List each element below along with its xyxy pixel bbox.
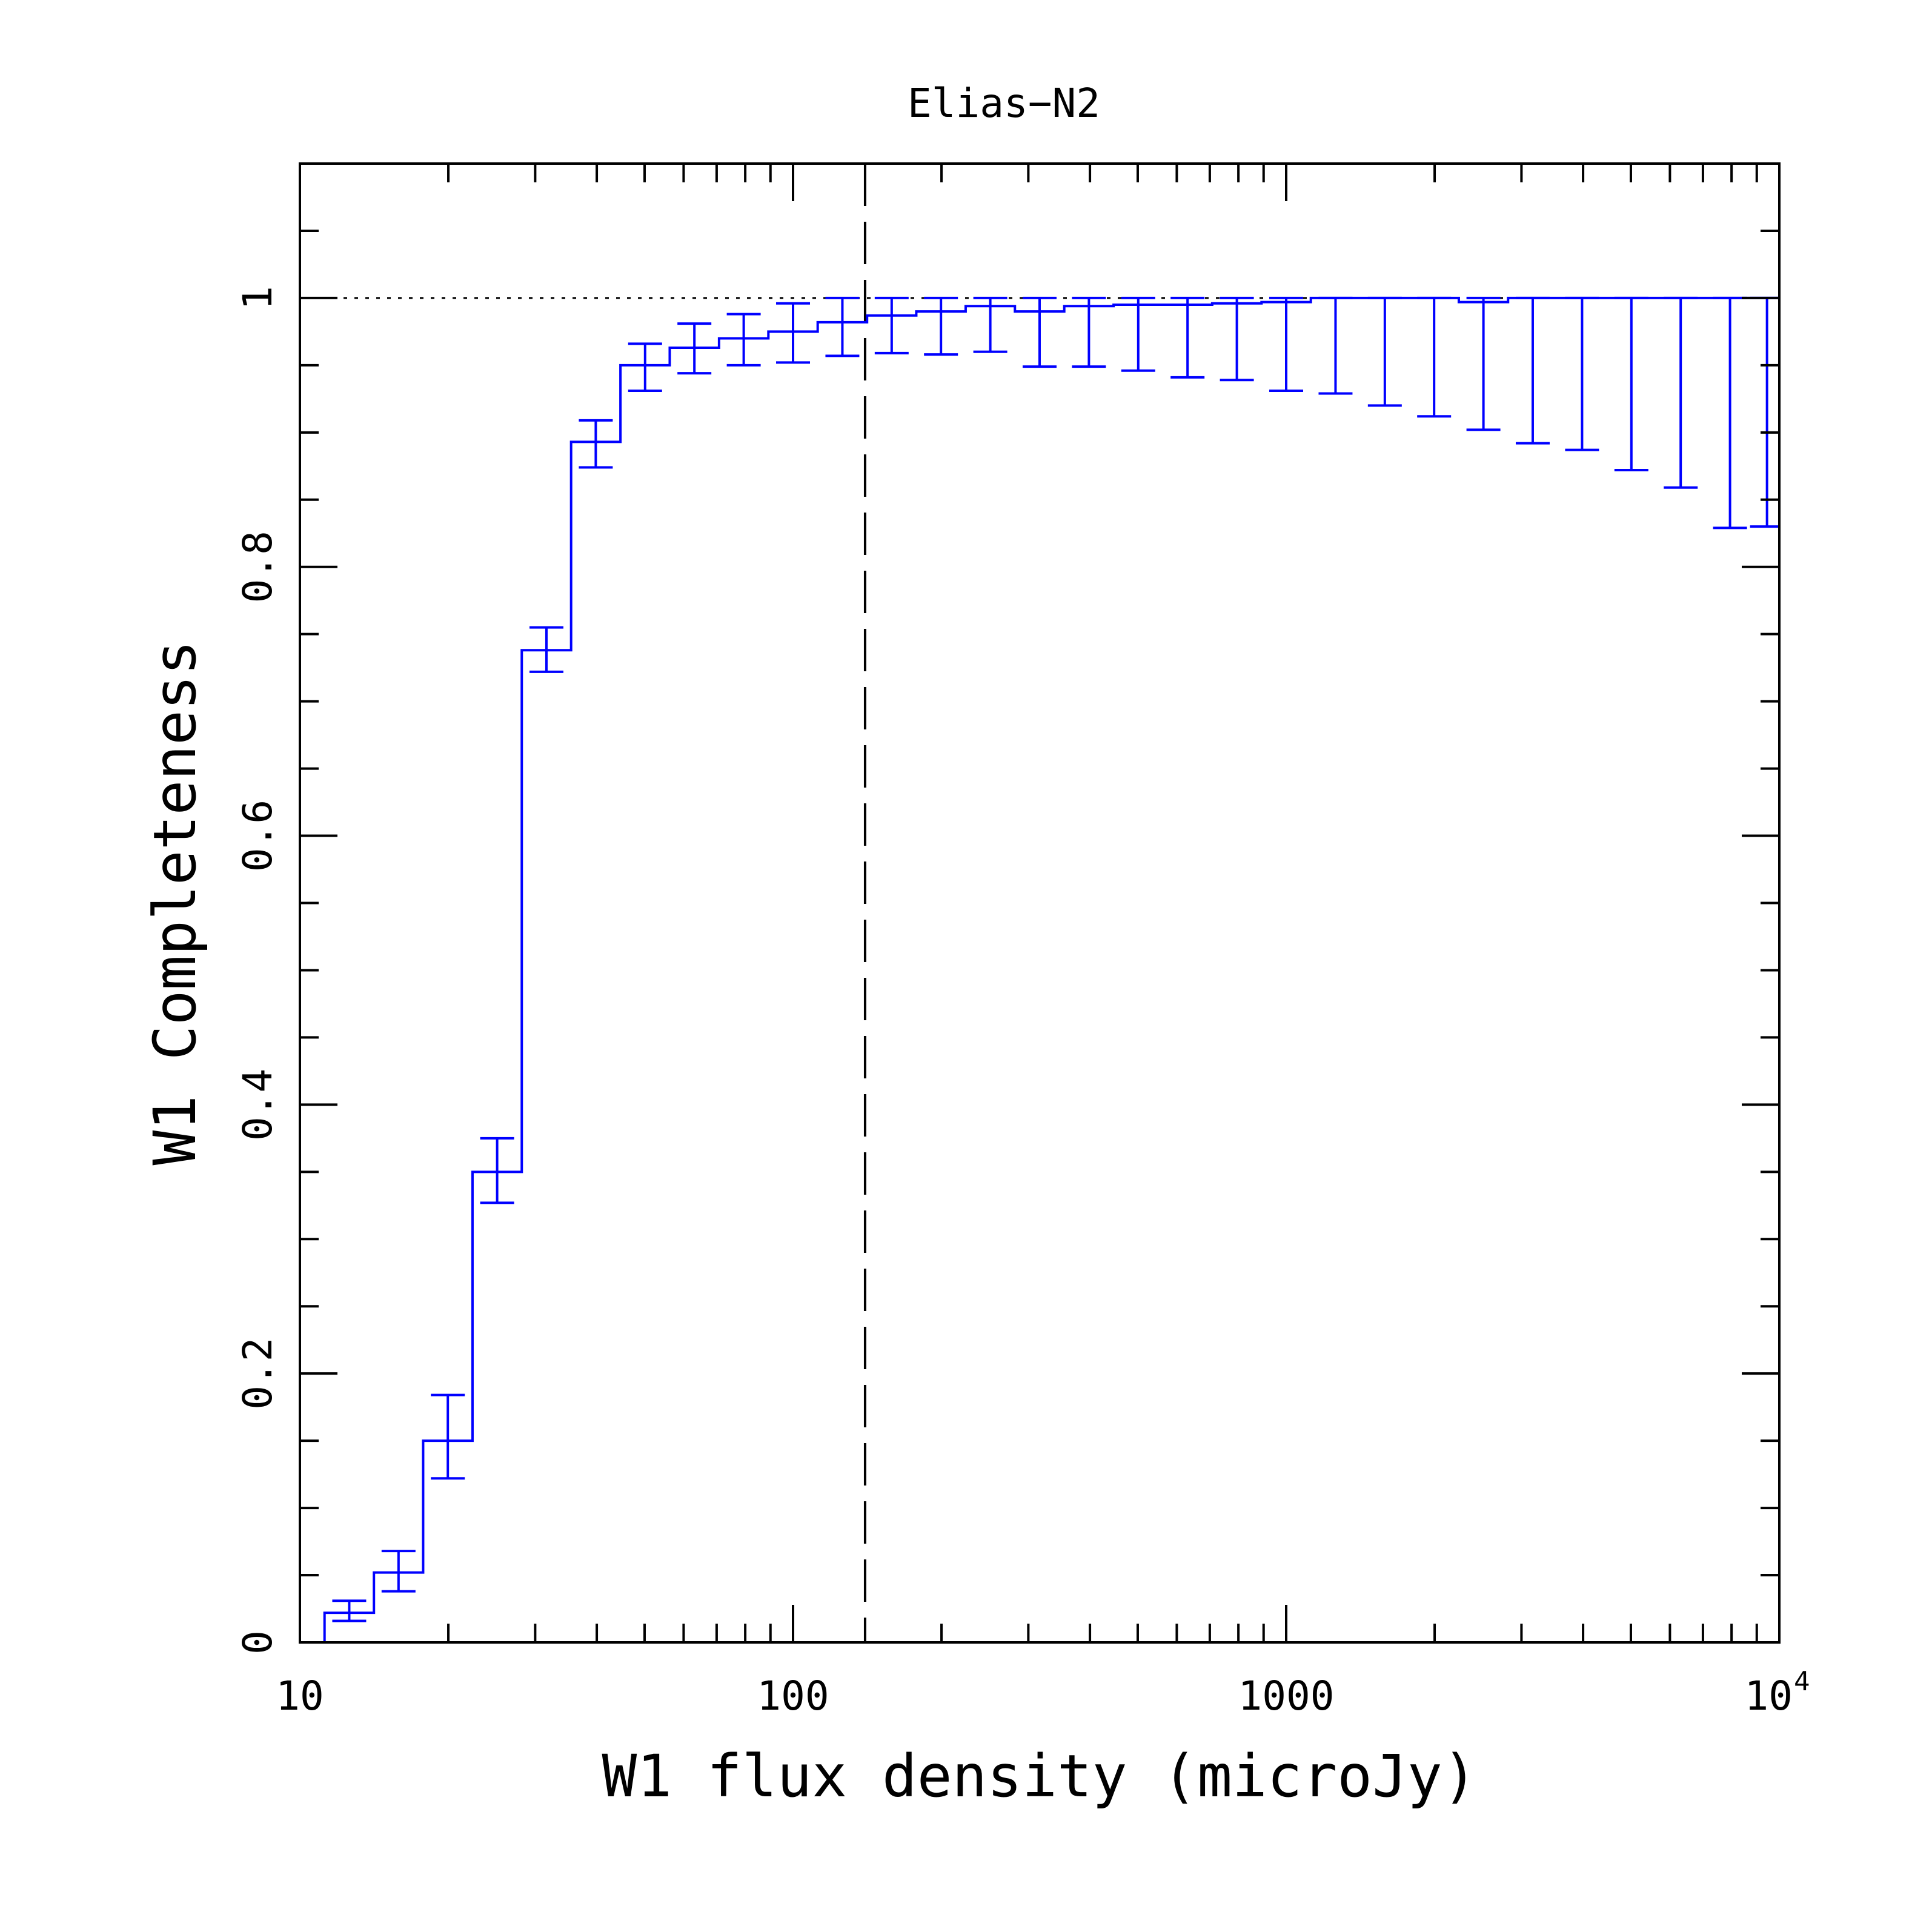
data-series [300,296,1779,1644]
x-axis-label: W1 flux density (microJy) [602,1742,1478,1810]
axis-ticks [299,162,1779,1644]
y-tick-label: 0.4 [234,1069,281,1141]
x-tick-label: 10 [276,1673,324,1719]
y-tick-label: 0.2 [234,1338,281,1410]
x-tick-label: 100 [757,1673,829,1719]
x-tick-label-exponent: 4 [1794,1666,1810,1697]
chart-title: Elias−N2 [908,80,1100,127]
y-axis-label: W1 Completeness [141,640,209,1166]
y-tick-label: 0.8 [234,531,281,603]
x-tick-label: 10 [1745,1673,1793,1719]
x-tick-label: 1000 [1238,1673,1335,1719]
completeness-step-line [300,296,1779,1644]
axis-tick-labels: 10 100 1000 10 400.20.40.60.81 [234,286,1810,1719]
y-tick-label: 1 [234,286,281,310]
y-tick-label: 0 [234,1630,281,1655]
y-tick-label: 0.6 [234,800,281,872]
